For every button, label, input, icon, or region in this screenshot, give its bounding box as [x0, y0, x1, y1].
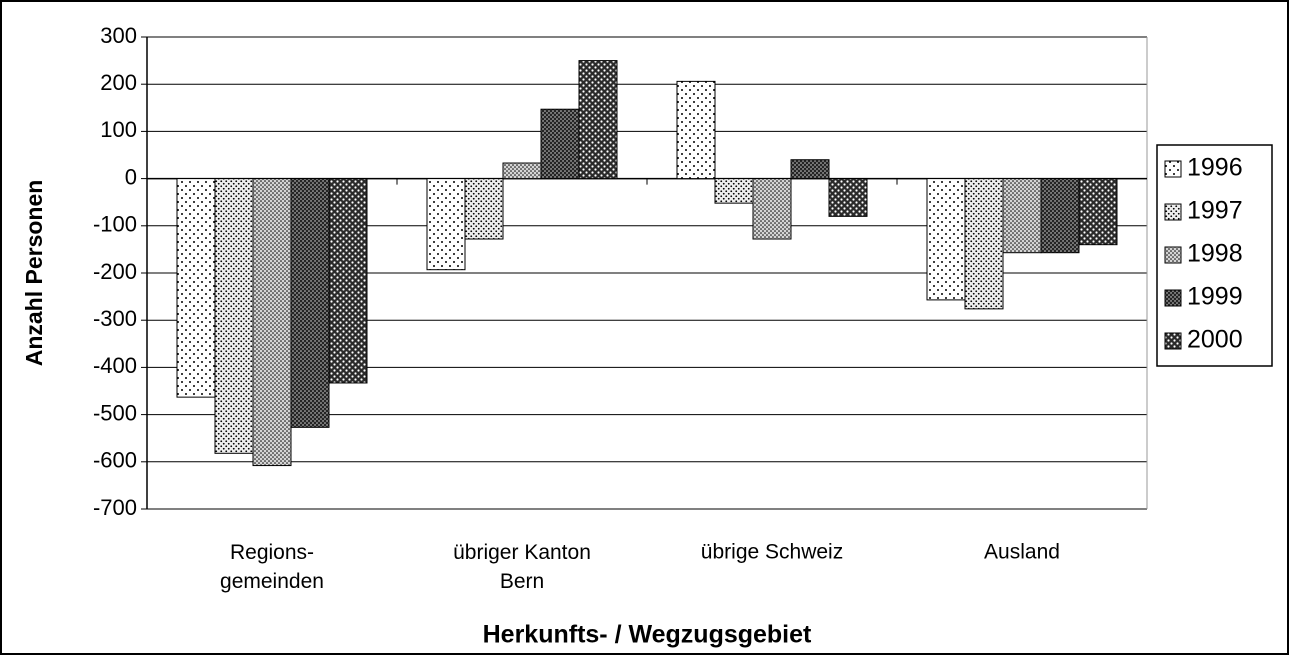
y-tick-label: -500 — [93, 400, 137, 425]
y-tick-label: 300 — [100, 23, 137, 48]
bar — [290, 178, 330, 428]
legend-swatch — [1164, 289, 1182, 307]
bar — [176, 178, 216, 398]
bar — [252, 178, 292, 467]
bar — [714, 178, 754, 204]
legend-label: 1997 — [1187, 197, 1243, 225]
bar — [540, 108, 580, 180]
legend-label: 1998 — [1187, 240, 1243, 268]
legend-swatch — [1164, 203, 1182, 221]
bar — [426, 178, 466, 271]
y-tick-label: 100 — [100, 117, 137, 142]
bar — [1002, 178, 1042, 254]
legend-label: 2000 — [1187, 326, 1243, 354]
y-tick-label: 0 — [125, 164, 137, 189]
bar — [214, 178, 254, 454]
bar — [464, 178, 504, 240]
legend-swatch — [1164, 332, 1182, 350]
y-tick-label: -600 — [93, 448, 137, 473]
legend-swatch — [1164, 160, 1182, 178]
bar — [578, 60, 618, 180]
x-tick-label: Regions-gemeinden — [220, 541, 324, 593]
bar — [964, 178, 1004, 310]
bar — [752, 178, 792, 240]
x-tick-label: übriger Kanton Bern — [453, 541, 591, 593]
bar — [828, 178, 868, 217]
bar — [676, 80, 716, 180]
y-tick-label: -400 — [93, 353, 137, 378]
bar — [926, 178, 966, 301]
legend-label: 1996 — [1187, 154, 1243, 182]
x-tick-label: Ausland — [984, 541, 1060, 564]
bar — [790, 159, 830, 180]
bar — [502, 162, 542, 180]
legend-label: 1999 — [1187, 283, 1243, 311]
x-tick-label: übrige Schweiz — [701, 541, 843, 564]
bar — [328, 178, 368, 384]
bar — [1040, 178, 1080, 254]
legend-swatch — [1164, 246, 1182, 264]
y-tick-label: 200 — [100, 70, 137, 95]
y-tick-label: -700 — [93, 495, 137, 520]
y-tick-label: -100 — [93, 212, 137, 237]
y-tick-label: -300 — [93, 306, 137, 331]
y-axis-title: Anzahl Personen — [21, 180, 47, 367]
y-tick-label: -200 — [93, 259, 137, 284]
x-axis-title: Herkunfts- / Wegzugsgebiet — [483, 621, 812, 649]
bar — [1078, 178, 1118, 246]
